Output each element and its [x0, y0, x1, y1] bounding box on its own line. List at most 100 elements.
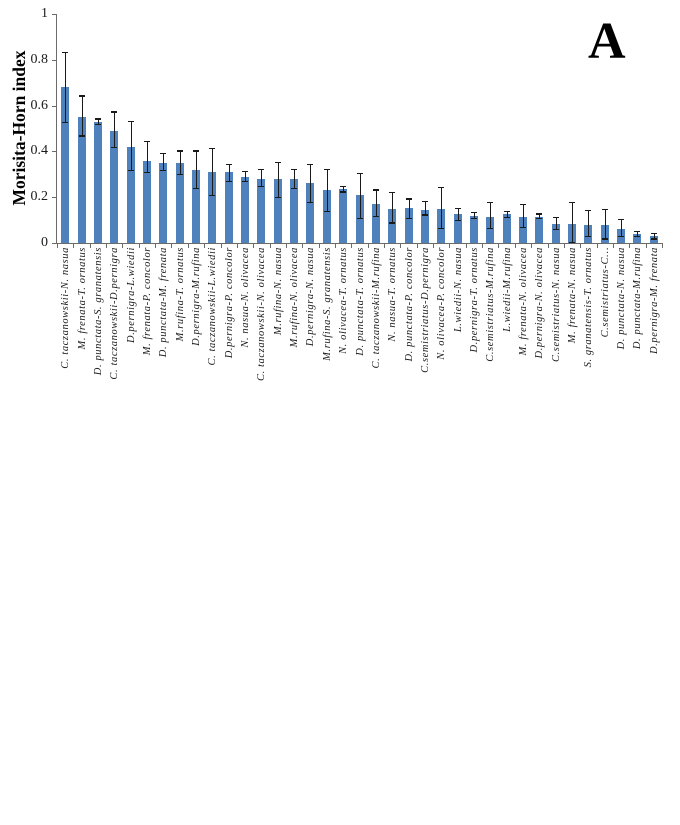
error-bar-cap-bottom	[421, 214, 428, 216]
category-label: C.semistriatus-M.rufina	[485, 247, 497, 362]
category-label: D.pernigra-T. ornatus	[468, 247, 480, 353]
x-axis-tick	[318, 244, 320, 248]
x-axis-tick	[416, 244, 418, 248]
bar	[404, 207, 413, 243]
error-bar-cap-top	[389, 191, 396, 193]
x-axis-tick	[155, 244, 157, 248]
chart-panel-a: Morisita-Horn index A 0 0.2 0.4 0.6 0.8 1 C. t…	[9, 6, 663, 382]
x-axis-tick	[629, 244, 631, 248]
category-label: C. taczanowskii-N. olivacea	[256, 247, 268, 382]
x-axis-tick	[547, 244, 549, 248]
error-bar-cap-bottom	[503, 216, 510, 218]
error-bar-cap-bottom	[225, 181, 232, 183]
x-axis-tick	[449, 244, 451, 248]
x-axis-tick	[367, 244, 369, 248]
category-label: D.pernigra-N. olivacea	[534, 247, 546, 359]
error-bar-cap-top	[62, 51, 69, 54]
bar	[241, 176, 250, 243]
y-tick-label: 0.8	[30, 51, 49, 67]
error-bar-line	[490, 202, 492, 229]
error-bar-cap-top	[601, 208, 608, 210]
bar	[93, 121, 102, 243]
y-axis-tick	[52, 105, 56, 107]
x-axis-tick	[433, 244, 435, 248]
error-bar-cap-bottom	[111, 146, 118, 148]
error-bar-cap-bottom	[307, 201, 314, 203]
error-bar-cap-top	[470, 212, 477, 214]
error-bar-cap-top	[143, 141, 150, 143]
error-bar-cap-top	[323, 168, 330, 170]
bar	[339, 189, 348, 243]
error-bar-cap-bottom	[291, 188, 298, 190]
error-bar-cap-bottom	[143, 172, 150, 174]
chart-panel-b: Frequency (%) B Signs 020406080100Feedin…	[0, 420, 680, 825]
error-bar-line	[195, 151, 197, 189]
error-bar-cap-top	[634, 230, 641, 232]
category-label: M. frenata-T. ornatus	[76, 247, 88, 350]
x-axis-tick	[253, 244, 255, 248]
x-axis-tick	[384, 244, 386, 248]
error-bar-cap-bottom	[372, 215, 379, 217]
category-label: M.rufina-N. nasua	[272, 247, 284, 336]
error-bar-line	[277, 162, 279, 198]
x-axis-line	[56, 243, 663, 244]
error-bar-cap-top	[160, 152, 167, 154]
error-bar-cap-bottom	[634, 236, 641, 238]
error-bar-cap-bottom	[438, 228, 445, 230]
bar	[322, 190, 331, 243]
error-bar-line	[326, 169, 328, 211]
error-bar-line	[424, 201, 426, 215]
bar	[486, 216, 495, 243]
x-axis-tick	[498, 244, 500, 248]
error-bar-line	[212, 149, 214, 195]
y-tick-label: 0.4	[30, 143, 49, 159]
error-bar-line	[228, 165, 230, 182]
error-bar-cap-bottom	[585, 236, 592, 238]
x-axis-tick	[122, 244, 124, 248]
error-bar-cap-top	[618, 219, 625, 221]
category-label: D.pernigra-M.rufina	[190, 247, 202, 346]
category-label: D. punctata-S. granatensis	[92, 247, 104, 376]
category-label: L.wiedii-N. nasua	[452, 247, 464, 333]
bar	[77, 117, 86, 243]
error-bar-line	[392, 192, 394, 223]
category-label: N. olivacea-P. concolor	[436, 247, 448, 360]
error-bar-line	[310, 165, 312, 202]
category-label: M.rufina-S. granatensis	[321, 247, 333, 361]
bar	[224, 172, 233, 243]
bar	[617, 229, 626, 243]
x-axis-tick	[106, 244, 108, 248]
x-axis-tick	[171, 244, 173, 248]
category-label: D. punctata-P. concolor	[403, 247, 415, 362]
x-axis-tick	[645, 244, 647, 248]
x-axis-tick	[204, 244, 206, 248]
error-bar-cap-top	[520, 204, 526, 206]
error-bar-line	[81, 96, 83, 136]
category-label: D. punctata-M. frenata	[158, 247, 170, 358]
error-bar-cap-top	[438, 187, 445, 189]
error-bar-cap-top	[78, 95, 85, 97]
error-bar-cap-top	[111, 111, 118, 113]
error-bar-line	[163, 153, 165, 170]
error-bar-cap-top	[94, 118, 101, 120]
category-label: M.rufina-T. ornatus	[174, 247, 186, 342]
error-bar-cap-bottom	[258, 185, 265, 187]
error-bar-cap-top	[372, 189, 379, 191]
error-bar-cap-bottom	[274, 197, 281, 199]
error-bar-line	[457, 208, 459, 221]
error-bar-cap-top	[650, 232, 657, 235]
error-bar-cap-top	[585, 209, 592, 212]
category-label: N. nasua-T. ornatus	[387, 247, 399, 342]
panel-a-y-axis-title: Morisita-Horn index	[9, 50, 29, 206]
error-bar-line	[572, 202, 574, 242]
category-label: D.pernigra-N. nasua	[305, 247, 317, 347]
error-bar-cap-bottom	[78, 135, 85, 137]
error-bar-line	[294, 169, 296, 189]
error-bar-cap-top	[340, 185, 347, 188]
error-bar-line	[473, 213, 475, 218]
error-bar-line	[523, 205, 524, 227]
error-bar-cap-bottom	[470, 217, 477, 219]
x-axis-tick	[482, 244, 484, 248]
x-axis-tick	[334, 244, 336, 248]
error-bar-cap-bottom	[62, 121, 69, 123]
